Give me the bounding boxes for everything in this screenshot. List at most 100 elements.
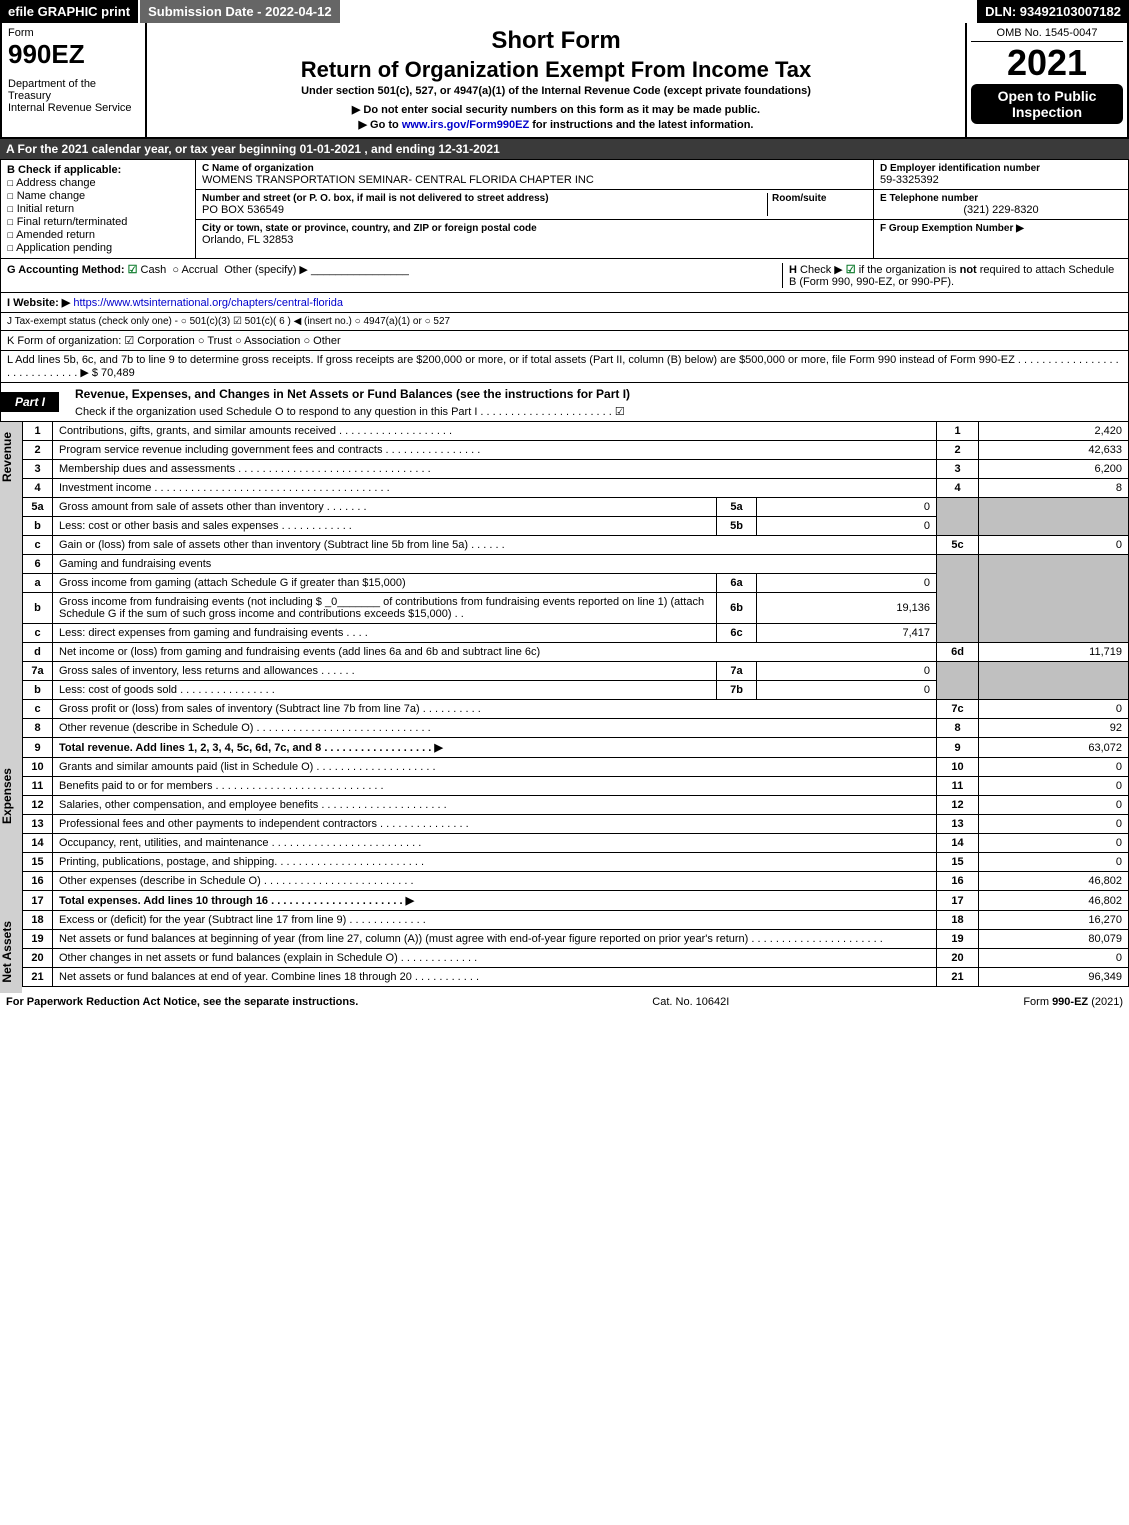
city: Orlando, FL 32853 <box>202 234 867 246</box>
side-expenses: Expenses <box>0 758 22 911</box>
check-icon: ☑ <box>128 264 138 276</box>
room-label: Room/suite <box>772 193 867 204</box>
irs-link[interactable]: www.irs.gov/Form990EZ <box>402 119 529 131</box>
checkbox-icon[interactable]: ☐ <box>7 228 14 241</box>
department: Department of the Treasury Internal Reve… <box>8 78 139 114</box>
form-number: 990EZ <box>8 39 139 70</box>
table-row: cGain or (loss) from sale of assets othe… <box>23 536 1129 555</box>
info-grid: B Check if applicable: ☐ Address change … <box>0 159 1129 259</box>
total-expenses-desc: Total expenses. Add lines 10 through 16 … <box>59 895 414 907</box>
header-mid: Short Form Return of Organization Exempt… <box>147 23 967 137</box>
expenses-section: Expenses 10Grants and similar amounts pa… <box>0 758 1129 911</box>
part-1-title: Revenue, Expenses, and Changes in Net As… <box>67 383 1128 405</box>
i-website-row: I Website: ▶ https://www.wtsinternationa… <box>0 293 1129 313</box>
j-row: J Tax-exempt status (check only one) - ○… <box>0 313 1129 331</box>
part-1-header: Part I Revenue, Expenses, and Changes in… <box>0 383 1129 422</box>
header-left: Form 990EZ Department of the Treasury In… <box>2 23 147 137</box>
form-header: Form 990EZ Department of the Treasury In… <box>0 23 1129 139</box>
street-label: Number and street (or P. O. box, if mail… <box>202 193 767 204</box>
table-row: 13Professional fees and other payments t… <box>23 815 1129 834</box>
col-c: C Name of organization WOMENS TRANSPORTA… <box>196 160 873 258</box>
h-text: H Check ▶ ☑ if the organization is not r… <box>789 264 1114 288</box>
expenses-table: 10Grants and similar amounts paid (list … <box>22 758 1129 911</box>
table-row: 14Occupancy, rent, utilities, and mainte… <box>23 834 1129 853</box>
total-revenue-desc: Total revenue. Add lines 1, 2, 3, 4, 5c,… <box>59 742 443 754</box>
side-expenses-text: Expenses <box>0 758 14 834</box>
top-bar: efile GRAPHIC print Submission Date - 20… <box>0 0 1129 23</box>
g-other: Other (specify) ▶ <box>224 264 308 276</box>
h-check: H Check ▶ ☑ if the organization is not r… <box>782 263 1122 288</box>
spacer <box>342 0 978 23</box>
opt-name: Name change <box>17 190 86 202</box>
submission-date: Submission Date - 2022-04-12 <box>140 0 342 23</box>
page-footer: For Paperwork Reduction Act Notice, see … <box>0 993 1129 1011</box>
street-cell: Number and street (or P. O. box, if mail… <box>196 190 873 220</box>
website-link[interactable]: https://www.wtsinternational.org/chapter… <box>73 297 343 309</box>
checkbox-icon[interactable]: ☐ <box>7 202 14 215</box>
org-name-cell: C Name of organization WOMENS TRANSPORTA… <box>196 160 873 190</box>
phone: (321) 229-8320 <box>880 204 1122 216</box>
city-cell: City or town, state or province, country… <box>196 220 873 249</box>
header-right: OMB No. 1545-0047 2021 Open to Public In… <box>967 23 1127 137</box>
table-row: 2Program service revenue including gover… <box>23 441 1129 460</box>
checkbox-icon[interactable]: ☐ <box>7 189 14 202</box>
footer-mid: Cat. No. 10642I <box>652 996 729 1008</box>
return-title: Return of Organization Exempt From Incom… <box>155 57 957 83</box>
short-form-title: Short Form <box>155 27 957 55</box>
g-accrual: Accrual <box>181 264 218 276</box>
netassets-table: 18Excess or (deficit) for the year (Subt… <box>22 911 1129 987</box>
opt-final: Final return/terminated <box>17 216 128 228</box>
table-row: 15Printing, publications, postage, and s… <box>23 853 1129 872</box>
checkbox-icon[interactable]: ☐ <box>7 241 14 254</box>
checkbox-icon[interactable]: ☐ <box>7 176 14 189</box>
subtitle-2: ▶ Do not enter social security numbers o… <box>155 103 957 116</box>
table-row: cGross profit or (loss) from sales of in… <box>23 700 1129 719</box>
city-label: City or town, state or province, country… <box>202 223 867 234</box>
omb-number: OMB No. 1545-0047 <box>971 27 1123 42</box>
opt-amended: Amended return <box>16 229 95 241</box>
footer-left: For Paperwork Reduction Act Notice, see … <box>6 996 358 1008</box>
part-1-check: Check if the organization used Schedule … <box>67 405 1128 421</box>
table-row: 8Other revenue (describe in Schedule O) … <box>23 719 1129 738</box>
g-label: G Accounting Method: <box>7 264 125 276</box>
l-row: L Add lines 5b, 6c, and 7b to line 9 to … <box>0 351 1129 383</box>
g-cash: Cash <box>141 264 167 276</box>
table-row: 9Total revenue. Add lines 1, 2, 3, 4, 5c… <box>23 738 1129 758</box>
table-row: 5aGross amount from sale of assets other… <box>23 498 1129 517</box>
part-1-label: Part I <box>1 392 59 412</box>
netassets-section: Net Assets 18Excess or (deficit) for the… <box>0 911 1129 993</box>
subtitle-3: ▶ Go to www.irs.gov/Form990EZ for instru… <box>155 118 957 131</box>
ein: 59-3325392 <box>880 174 1122 186</box>
gh-row: G Accounting Method: ☑ Cash ○ Accrual Ot… <box>0 259 1129 293</box>
table-row: 19Net assets or fund balances at beginni… <box>23 930 1129 949</box>
table-row: 20Other changes in net assets or fund ba… <box>23 949 1129 968</box>
revenue-table: 1Contributions, gifts, grants, and simil… <box>22 422 1129 758</box>
opt-initial: Initial return <box>17 203 74 215</box>
table-row: 17Total expenses. Add lines 10 through 1… <box>23 891 1129 911</box>
col-b-title: B Check if applicable: <box>7 164 189 176</box>
table-row: 12Salaries, other compensation, and empl… <box>23 796 1129 815</box>
table-row: dNet income or (loss) from gaming and fu… <box>23 643 1129 662</box>
footer-right: Form 990-EZ (2021) <box>1023 996 1123 1008</box>
phone-cell: E Telephone number (321) 229-8320 <box>874 190 1128 220</box>
open-inspection: Open to Public Inspection <box>971 84 1123 124</box>
section-a: A For the 2021 calendar year, or tax yea… <box>0 139 1129 159</box>
opt-pending: Application pending <box>16 242 112 254</box>
side-netassets: Net Assets <box>0 911 22 993</box>
g-accounting: G Accounting Method: ☑ Cash ○ Accrual Ot… <box>7 263 776 288</box>
ein-cell: D Employer identification number 59-3325… <box>874 160 1128 190</box>
form-label: Form <box>8 27 139 39</box>
group-label: F Group Exemption Number ▶ <box>880 223 1122 234</box>
phone-label: E Telephone number <box>880 193 1122 204</box>
name-label: C Name of organization <box>202 163 867 174</box>
org-name: WOMENS TRANSPORTATION SEMINAR- CENTRAL F… <box>202 174 867 186</box>
ein-label: D Employer identification number <box>880 163 1122 174</box>
table-row: 6Gaming and fundraising events <box>23 555 1129 574</box>
table-row: 18Excess or (deficit) for the year (Subt… <box>23 911 1129 930</box>
table-row: 10Grants and similar amounts paid (list … <box>23 758 1129 777</box>
street: PO BOX 536549 <box>202 204 767 216</box>
subtitle-1: Under section 501(c), 527, or 4947(a)(1)… <box>155 85 957 97</box>
table-row: 7aGross sales of inventory, less returns… <box>23 662 1129 681</box>
dln: DLN: 93492103007182 <box>977 0 1129 23</box>
checkbox-icon[interactable]: ☐ <box>7 215 14 228</box>
